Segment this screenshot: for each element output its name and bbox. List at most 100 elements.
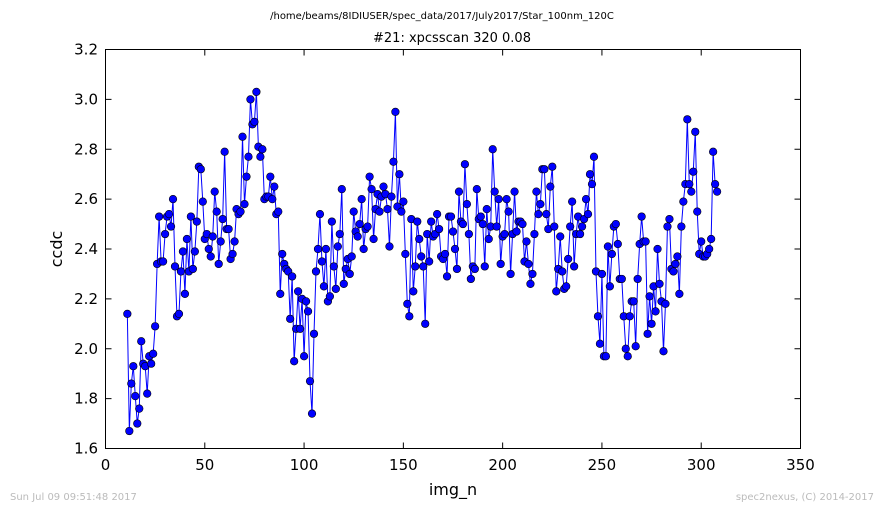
data-point bbox=[397, 207, 406, 216]
data-point bbox=[224, 224, 233, 234]
data-point bbox=[164, 209, 174, 219]
data-point bbox=[502, 195, 511, 204]
data-point bbox=[228, 249, 237, 259]
data-point bbox=[581, 195, 591, 204]
data-point bbox=[661, 299, 670, 308]
data-point bbox=[512, 227, 521, 236]
data-point bbox=[192, 217, 201, 226]
data-point bbox=[617, 274, 626, 284]
data-point bbox=[575, 229, 585, 239]
data-point bbox=[288, 272, 297, 281]
data-point bbox=[425, 257, 434, 266]
data-point bbox=[212, 207, 221, 216]
x-tick-label: 300 bbox=[687, 456, 716, 474]
data-point bbox=[671, 259, 680, 269]
data-point bbox=[252, 87, 261, 96]
data-point bbox=[500, 229, 509, 239]
data-point bbox=[454, 187, 464, 196]
x-tick-label: 150 bbox=[389, 456, 418, 474]
x-tick-label: 50 bbox=[195, 456, 214, 474]
data-point bbox=[383, 205, 392, 214]
data-point bbox=[675, 289, 684, 298]
data-point bbox=[290, 357, 299, 366]
data-point bbox=[123, 309, 132, 318]
data-point bbox=[550, 222, 559, 231]
y-tick-label: 1.8 bbox=[74, 390, 98, 408]
data-point bbox=[450, 244, 460, 254]
data-point bbox=[131, 392, 140, 401]
data-point bbox=[385, 242, 394, 251]
data-point bbox=[577, 222, 587, 231]
data-point bbox=[697, 237, 706, 246]
x-axis-label: img_n bbox=[429, 480, 477, 500]
data-point bbox=[566, 222, 575, 231]
x-tick-label: 0 bbox=[101, 456, 111, 474]
data-point bbox=[196, 165, 205, 174]
data-point bbox=[240, 200, 249, 209]
y-tick-label: 1.6 bbox=[74, 440, 98, 458]
data-point bbox=[204, 244, 213, 254]
data-point bbox=[170, 262, 180, 271]
y-tick-label: 2.6 bbox=[74, 190, 98, 208]
data-point bbox=[597, 269, 607, 279]
data-point bbox=[325, 292, 334, 301]
data-point bbox=[303, 307, 313, 316]
x-axis: 0 50 100 150 200 250 300 350 bbox=[101, 49, 815, 474]
data-point bbox=[411, 262, 420, 271]
data-point bbox=[442, 272, 452, 281]
y-axis-label: ccdc bbox=[47, 231, 66, 268]
data-point bbox=[534, 209, 543, 219]
data-point bbox=[268, 195, 277, 204]
data-point bbox=[631, 342, 640, 351]
y-tick-label: 3.2 bbox=[74, 41, 98, 59]
data-point bbox=[387, 192, 396, 201]
data-point bbox=[452, 264, 462, 274]
data-point bbox=[669, 267, 678, 276]
data-point bbox=[536, 200, 545, 209]
data-point bbox=[190, 247, 199, 256]
data-point bbox=[605, 282, 614, 291]
data-point bbox=[307, 409, 317, 418]
data-point bbox=[236, 207, 245, 216]
data-point bbox=[484, 234, 493, 244]
data-point bbox=[399, 197, 408, 206]
data-point bbox=[446, 212, 456, 221]
data-point bbox=[712, 187, 722, 196]
data-point bbox=[409, 287, 418, 296]
data-point bbox=[460, 160, 470, 169]
data-point bbox=[182, 234, 192, 244]
data-point bbox=[558, 267, 567, 276]
y-tick-label: 3.0 bbox=[74, 90, 98, 108]
y-axis: 1.6 1.8 2.0 2.2 2.4 2.6 2.8 3.0 3.2 bbox=[74, 41, 801, 458]
data-point bbox=[683, 115, 692, 124]
data-point bbox=[433, 209, 442, 219]
data-point bbox=[593, 312, 603, 321]
data-point bbox=[679, 197, 688, 206]
data-point bbox=[427, 217, 436, 226]
data-point bbox=[603, 242, 612, 251]
data-point bbox=[524, 259, 533, 269]
data-point bbox=[206, 252, 215, 261]
data-point bbox=[274, 207, 283, 216]
data-point bbox=[151, 322, 160, 331]
data-point bbox=[188, 264, 197, 274]
data-point bbox=[135, 404, 144, 413]
data-point bbox=[611, 219, 620, 229]
data-point bbox=[244, 152, 253, 161]
data-point bbox=[504, 207, 513, 216]
data-point bbox=[621, 344, 630, 353]
data-point bbox=[309, 329, 319, 338]
data-point bbox=[168, 195, 178, 204]
data-point bbox=[186, 212, 195, 221]
data-point bbox=[242, 172, 251, 181]
data-point bbox=[357, 195, 366, 204]
data-point bbox=[174, 309, 184, 318]
data-point bbox=[238, 132, 247, 141]
series-line bbox=[126, 91, 718, 432]
data-point bbox=[482, 205, 491, 214]
data-point bbox=[266, 172, 275, 181]
data-point bbox=[214, 259, 223, 269]
data-point bbox=[526, 279, 535, 289]
data-point bbox=[210, 187, 219, 196]
